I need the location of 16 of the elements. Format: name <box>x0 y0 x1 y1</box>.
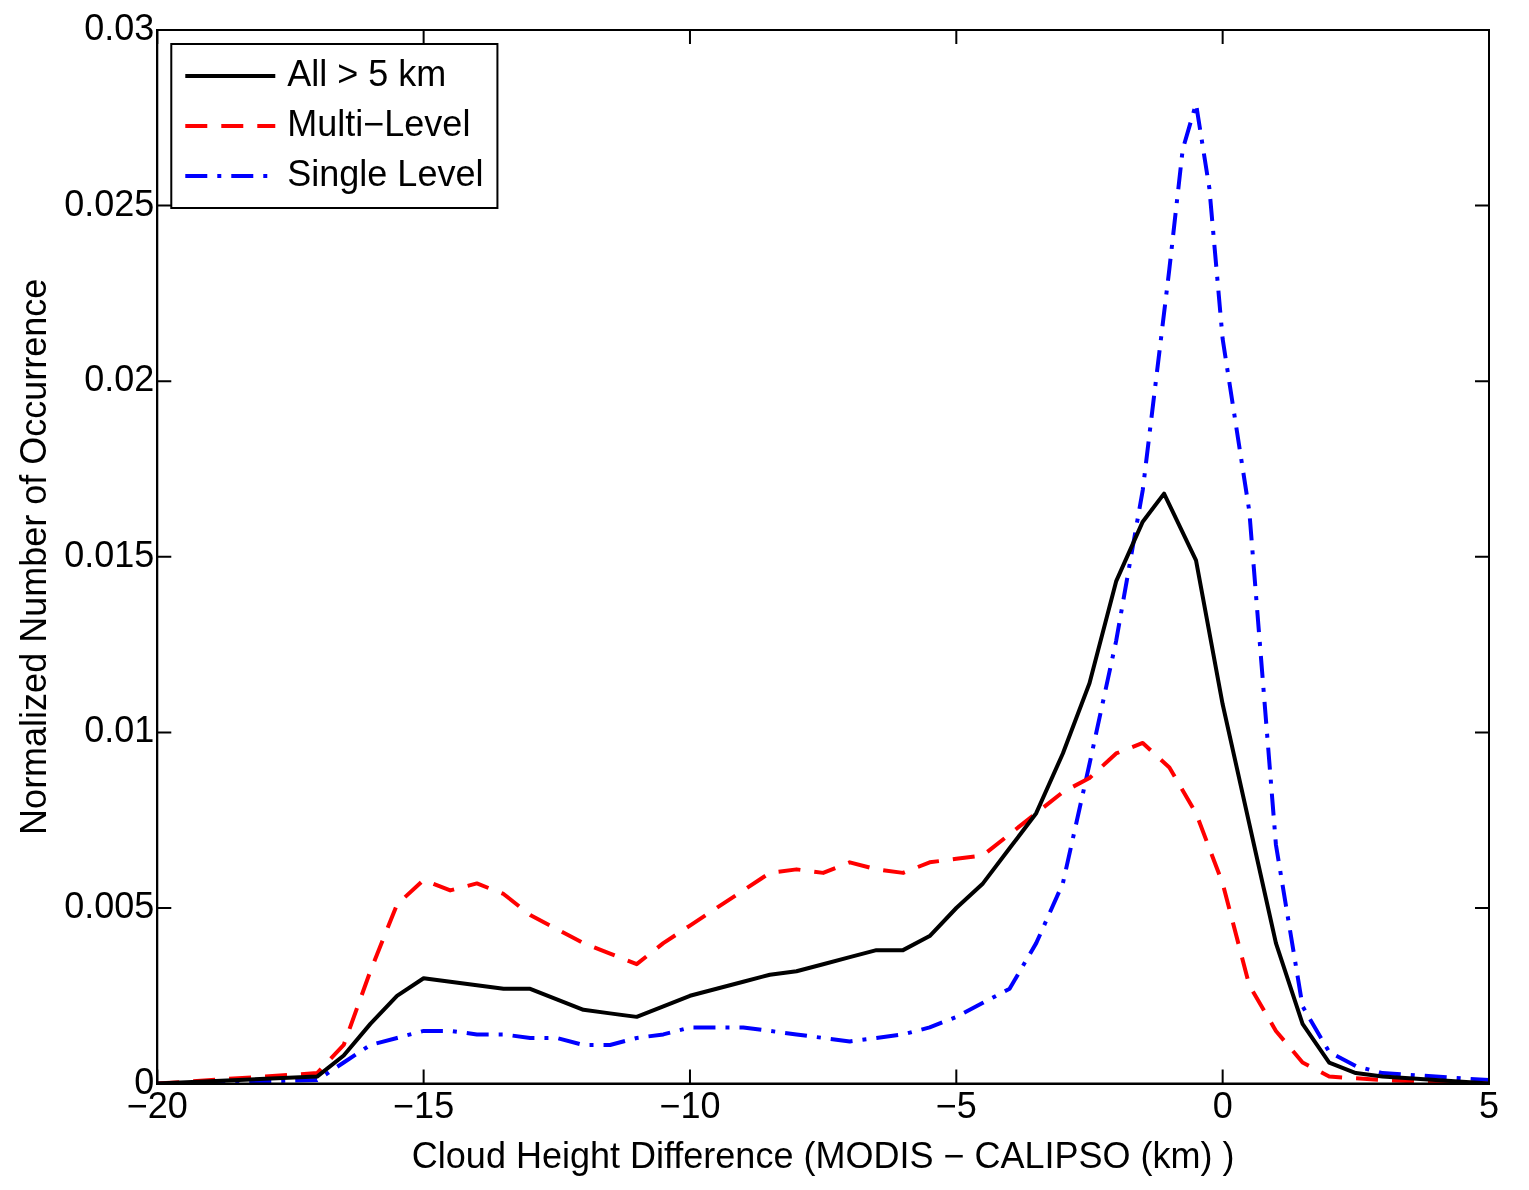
legend-label: All > 5 km <box>287 52 447 94</box>
x-tick-label: −10 <box>659 1085 721 1127</box>
x-tick-label: −5 <box>935 1085 977 1127</box>
x-tick-label: 0 <box>1212 1085 1233 1127</box>
y-axis-title: Normalized Number of Occurrence <box>12 278 54 835</box>
y-tick-label: 0.025 <box>64 182 155 224</box>
x-tick-label: 5 <box>1478 1085 1500 1127</box>
y-tick-label: 0.015 <box>64 533 155 575</box>
x-axis-title: Cloud Height Difference (MODIS − CALIPSO (km) ) <box>411 1135 1235 1177</box>
x-tick-label: −15 <box>393 1085 455 1127</box>
y-tick-label: 0.005 <box>64 884 155 926</box>
legend-label: Multi−Level <box>287 102 471 144</box>
y-tick-label: 0.02 <box>84 358 155 400</box>
y-tick-label: 0.03 <box>84 6 155 48</box>
y-tick-label: 0.01 <box>84 709 155 751</box>
legend-label: Single Level <box>287 152 484 194</box>
